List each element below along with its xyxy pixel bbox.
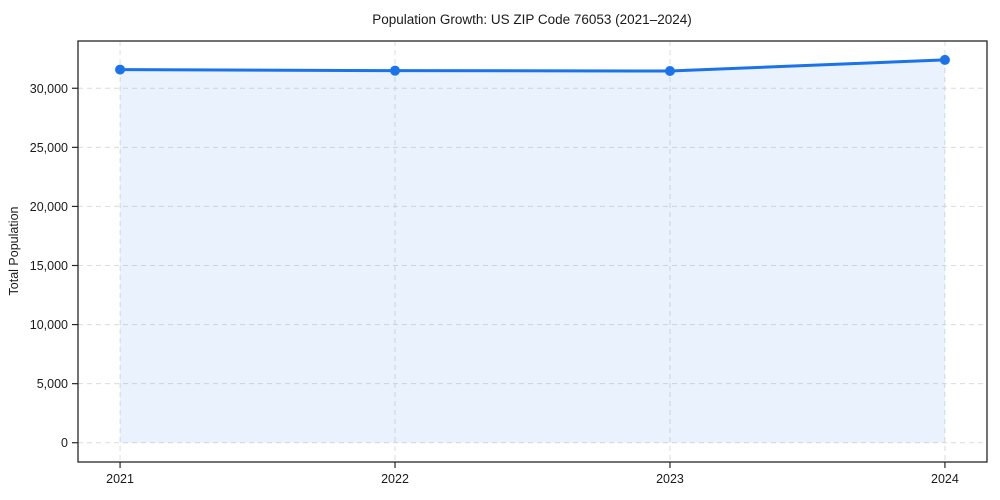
y-tick-label: 10,000 <box>30 318 68 332</box>
data-point-marker <box>390 65 401 76</box>
x-tick-label: 2021 <box>106 472 134 486</box>
plot-spines <box>77 40 988 463</box>
data-point-marker <box>115 64 126 75</box>
x-tick-label: 2022 <box>381 472 409 486</box>
y-tick-label: 30,000 <box>30 82 68 96</box>
chart-layers: 0 5,000 10,000 15,000 20,000 25,000 30,000 2021… <box>30 40 988 486</box>
x-tick-label: 2024 <box>931 472 959 486</box>
data-point-marker <box>939 54 950 65</box>
data-line <box>118 58 947 73</box>
y-axis-label: Total Population <box>7 206 21 295</box>
y-tick-label: 20,000 <box>30 200 68 214</box>
data-point-marker <box>664 66 675 77</box>
area-fill <box>120 59 945 443</box>
x-tick-label: 2023 <box>656 472 684 486</box>
y-tick-label: 15,000 <box>30 259 68 273</box>
y-tick-label: 5,000 <box>37 377 68 391</box>
y-tick-label: 25,000 <box>30 141 68 155</box>
y-tick-label: 0 <box>61 436 68 450</box>
chart-title: Population Growth: US ZIP Code 76053 (20… <box>372 12 691 27</box>
